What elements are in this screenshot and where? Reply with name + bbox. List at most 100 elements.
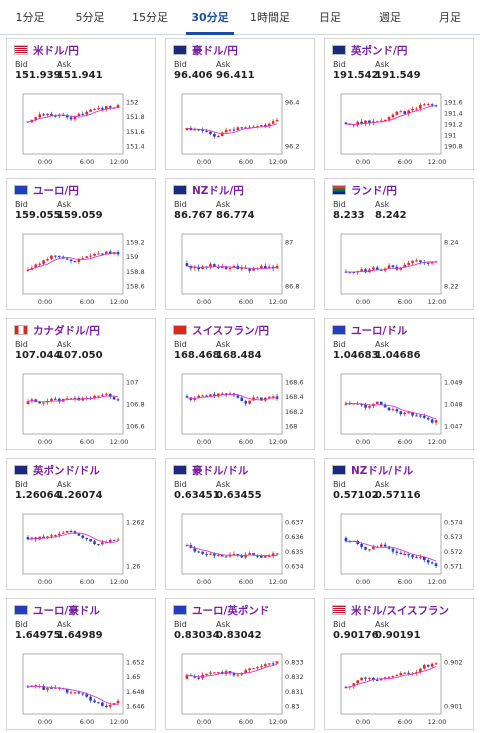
- tab-3[interactable]: 30分足: [180, 0, 240, 35]
- candle-body: [65, 689, 69, 693]
- moving-average-line: [346, 105, 437, 125]
- card-header: ランド/円: [325, 179, 473, 198]
- tab-1[interactable]: 5分足: [75, 11, 105, 24]
- currency-card[interactable]: 英ポンド/ドル Bid Ask 1.26064 1.26074 1.262 1.26 0:00…: [6, 458, 156, 590]
- bid-value: 0.63451: [174, 490, 220, 501]
- candle-body: [54, 255, 57, 257]
- x-tick-label: 12:00: [269, 158, 288, 166]
- eu-au-flag: [14, 605, 28, 615]
- candle-body: [116, 700, 120, 704]
- currency-card[interactable]: 豪ドル/円 Bid Ask 96.406 96.411 96.4 96.2 0:00 6:00 1…: [165, 38, 315, 170]
- pair-name[interactable]: ランド/円: [351, 184, 397, 197]
- candle-body: [391, 548, 395, 552]
- y-tick-label: 151.8: [126, 113, 145, 121]
- candle-body: [236, 395, 240, 398]
- candle-body: [395, 111, 399, 115]
- candle-body: [97, 108, 100, 110]
- currency-card[interactable]: 英ポンド/円 Bid Ask 191.542 191.549 191.6 191.4 191.…: [324, 38, 474, 170]
- pair-name[interactable]: スイスフラン/円: [192, 324, 270, 337]
- pair-name[interactable]: 米ドル/円: [33, 44, 79, 57]
- bid-value: 0.90176: [333, 630, 379, 641]
- tab-5[interactable]: 日足: [319, 11, 341, 24]
- price-chart: 1.049 1.048 1.047 0:00 6:00 12:00: [329, 370, 469, 446]
- currency-card[interactable]: NZドル/ドル Bid Ask 0.57102 0.57116 0.574 0.573 0.5…: [324, 458, 474, 590]
- us-ch-flag: [332, 605, 346, 615]
- za-jp-flag: [332, 185, 346, 195]
- candle-body: [85, 256, 89, 258]
- pair-name[interactable]: NZドル/ドル: [351, 464, 414, 477]
- candle-body: [50, 535, 53, 537]
- pair-name[interactable]: カナダドル/円: [33, 324, 100, 337]
- candle-body: [403, 554, 407, 556]
- candle-body: [360, 269, 363, 272]
- x-tick-label: 0:00: [197, 718, 212, 726]
- candle-body: [267, 663, 271, 665]
- candle-body: [267, 396, 271, 398]
- y-tick-label: 191: [444, 132, 456, 140]
- candle-body: [101, 253, 104, 255]
- currency-card[interactable]: 豪ドル/ドル Bid Ask 0.63451 0.63455 0.637 0.636 0.63…: [165, 458, 315, 590]
- currency-card[interactable]: ユーロ/円 Bid Ask 159.055 159.059 159.2 159 158.8 15…: [6, 178, 156, 310]
- candle-body: [42, 536, 45, 539]
- tab-7[interactable]: 月足: [439, 11, 461, 24]
- candle-body: [356, 680, 360, 684]
- x-tick-label: 12:00: [269, 578, 288, 586]
- currency-card[interactable]: ユーロ/英ポンド Bid Ask 0.83034 0.83042 0.833 0.832 0.…: [165, 598, 315, 730]
- bid-value: 151.939: [15, 70, 61, 81]
- card-header: NZドル/円: [166, 179, 314, 198]
- currency-card[interactable]: NZドル/円 Bid Ask 86.767 86.774 87 86.8 0:00 6:00 12…: [165, 178, 315, 310]
- pair-name[interactable]: 米ドル/スイスフラン: [351, 604, 450, 617]
- ask-value: 107.050: [57, 350, 103, 361]
- currency-card[interactable]: スイスフラン/円 Bid Ask 168.468 168.484 168.6 168.4 16…: [165, 318, 315, 450]
- currency-card[interactable]: ランド/円 Bid Ask 8.233 8.242 8.24 8.22 0:00 6:00 12:…: [324, 178, 474, 310]
- tab-0[interactable]: 1分足: [15, 11, 45, 24]
- card-header: ユーロ/ドル: [325, 319, 473, 338]
- tab-6[interactable]: 週足: [379, 11, 401, 24]
- pair-name[interactable]: ユーロ/英ポンド: [192, 604, 270, 617]
- y-tick-label: 0.901: [444, 703, 463, 711]
- candle-body: [197, 266, 201, 270]
- x-tick-label: 6:00: [80, 158, 95, 166]
- quote-values: 1.26064 1.26074: [7, 489, 155, 501]
- price-chart: 168.6 168.4 168.2 168 0:00 6:00 12:00: [170, 370, 310, 446]
- y-tick-label: 107: [126, 379, 138, 387]
- candle-body: [232, 129, 236, 131]
- card-header: NZドル/ドル: [325, 459, 473, 478]
- quote-values: 191.542 191.549: [325, 69, 473, 81]
- currency-card[interactable]: ユーロ/ドル Bid Ask 1.04683 1.04686 1.049 1.048 1.04…: [324, 318, 474, 450]
- currency-card[interactable]: ユーロ/豪ドル Bid Ask 1.64975 1.64989 1.652 1.65 1.64…: [6, 598, 156, 730]
- y-tick-label: 0.831: [285, 688, 304, 696]
- y-tick-label: 0.573: [444, 533, 463, 541]
- chart-svg: 107 106.8 106.6 0:00 6:00 12:00: [22, 373, 145, 446]
- price-chart: 191.6 191.4 191.2 191 190.8 0:00 6:00 12:00: [329, 90, 469, 166]
- pair-name[interactable]: ユーロ/豪ドル: [33, 604, 100, 617]
- pair-name[interactable]: 英ポンド/円: [351, 44, 408, 57]
- candle-body: [69, 259, 73, 261]
- pair-name[interactable]: ユーロ/円: [33, 184, 79, 197]
- candle-body: [411, 555, 414, 558]
- candle-body: [252, 268, 255, 271]
- candle-body: [407, 412, 410, 414]
- currency-card[interactable]: カナダドル/円 Bid Ask 107.044 107.050 107 106.8 106.6…: [6, 318, 156, 450]
- x-tick-label: 0:00: [197, 438, 212, 446]
- pair-name[interactable]: 豪ドル/円: [192, 44, 238, 57]
- bid-label: Bid: [174, 620, 187, 629]
- tab-4[interactable]: 1時間足: [250, 11, 290, 24]
- card-header: ユーロ/円: [7, 179, 155, 198]
- pair-name[interactable]: ユーロ/ドル: [351, 324, 408, 337]
- candle-body: [97, 702, 100, 704]
- pair-name[interactable]: 英ポンド/ドル: [33, 464, 100, 477]
- x-tick-label: 6:00: [398, 298, 413, 306]
- tab-2[interactable]: 15分足: [132, 11, 168, 24]
- pair-name[interactable]: 豪ドル/ドル: [192, 464, 249, 477]
- candle-body: [275, 661, 279, 664]
- quote-labels: Bid Ask: [7, 338, 155, 349]
- x-tick-label: 6:00: [398, 158, 413, 166]
- currency-card[interactable]: 米ドル/円 Bid Ask 151.939 151.941 152 151.8 151.6 15…: [6, 38, 156, 170]
- candle-body: [379, 544, 383, 547]
- pair-name[interactable]: NZドル/円: [192, 184, 244, 197]
- candle-body: [419, 415, 422, 417]
- quote-labels: Bid Ask: [166, 198, 314, 209]
- chart-svg: 0.637 0.636 0.635 0.634 0:00 6:00 12:00: [181, 513, 304, 586]
- currency-card[interactable]: 米ドル/スイスフラン Bid Ask 0.90176 0.90191 0.902 0.901…: [324, 598, 474, 730]
